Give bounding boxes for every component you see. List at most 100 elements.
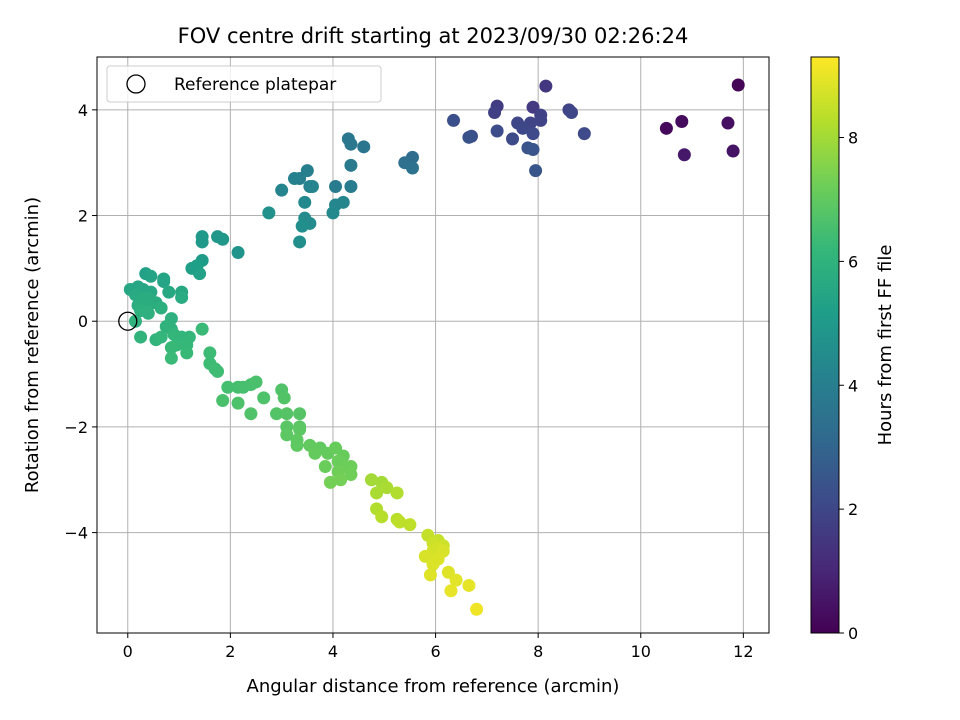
plot-frame [96, 56, 770, 634]
data-point [731, 78, 745, 92]
x-tick-label: 2 [225, 642, 235, 661]
data-point [423, 568, 437, 582]
data-point [344, 158, 358, 172]
y-tick-label: −2 [64, 418, 88, 437]
y-axis-label: Rotation from reference (arcmin) [22, 197, 43, 493]
data-point [167, 327, 181, 341]
y-tick-label: 2 [78, 207, 88, 226]
colorbar-tick-label: 2 [848, 500, 858, 519]
legend: Reference platepar [106, 65, 382, 103]
data-point [677, 148, 691, 162]
data-point [447, 113, 461, 127]
chart-title: FOV centre drift starting at 2023/09/30 … [178, 24, 689, 48]
data-point [164, 351, 178, 365]
data-point [211, 230, 225, 244]
x-axis-ticks: 0 2 4 6 8 10 12 [123, 633, 754, 661]
data-point [128, 314, 142, 328]
y-tick-label: 0 [78, 312, 88, 331]
data-point [134, 330, 148, 344]
data-point [318, 460, 332, 474]
data-point [529, 164, 543, 178]
data-point [195, 235, 209, 249]
data-point [516, 121, 530, 135]
data-point [449, 573, 463, 587]
data-point [526, 142, 540, 156]
colorbar-tick-label: 8 [848, 129, 858, 148]
data-point [659, 121, 673, 135]
legend-box [106, 65, 382, 103]
data-point [287, 172, 301, 186]
colorbar-ticks: 0 2 4 6 8 [839, 129, 858, 643]
data-point [195, 322, 209, 336]
colorbar-tick-label: 6 [848, 252, 858, 271]
data-point [426, 557, 440, 571]
x-axis-label: Angular distance from reference (arcmin) [247, 676, 620, 697]
legend-entry-label: Reference platepar [174, 75, 336, 95]
data-point [726, 144, 740, 158]
data-point [290, 438, 304, 452]
data-point [180, 346, 194, 360]
data-point [370, 486, 384, 500]
data-point [270, 407, 284, 421]
data-point [329, 179, 343, 193]
y-tick-label: −4 [64, 524, 88, 543]
colorbar-tick-label: 4 [848, 376, 858, 395]
data-point [444, 584, 458, 598]
data-point [208, 362, 222, 376]
colorbar: 0 2 4 6 8 Hours from first FF file [810, 56, 896, 643]
data-point [221, 380, 235, 394]
data-point [308, 446, 322, 460]
data-point [203, 346, 217, 360]
data-point [193, 267, 207, 281]
grid-lines [97, 57, 769, 633]
data-point [721, 116, 735, 130]
data-points [123, 78, 745, 616]
legend-marker [126, 74, 146, 94]
data-point [154, 330, 168, 344]
data-point [216, 393, 230, 407]
y-axis-ticks: −4 −2 0 2 4 [64, 101, 97, 543]
data-point [293, 407, 307, 421]
x-tick-label: 4 [328, 642, 338, 661]
data-point [539, 79, 553, 93]
data-point [490, 124, 504, 138]
data-point [403, 518, 417, 532]
data-point [334, 473, 348, 487]
data-point [249, 375, 263, 389]
y-tick-label: 4 [78, 101, 88, 120]
data-point [154, 301, 168, 315]
data-point [262, 206, 276, 220]
x-tick-label: 12 [733, 642, 753, 661]
data-point [162, 285, 176, 299]
data-point [305, 179, 319, 193]
data-point [577, 127, 591, 141]
data-point [565, 105, 579, 119]
x-tick-label: 6 [430, 642, 440, 661]
data-point [375, 510, 389, 524]
data-point [277, 391, 291, 405]
data-point [357, 140, 371, 154]
data-point [405, 161, 419, 175]
data-point [280, 407, 294, 421]
data-point [344, 179, 358, 193]
data-point [462, 130, 476, 144]
data-point [393, 515, 407, 529]
data-point [364, 473, 378, 487]
data-point [275, 183, 289, 197]
data-point [175, 290, 189, 304]
data-point [462, 578, 476, 592]
colorbar-label: Hours from first FF file [875, 245, 896, 446]
x-tick-label: 8 [533, 642, 543, 661]
x-tick-label: 0 [123, 642, 133, 661]
data-point [141, 306, 155, 320]
colorbar-tick-label: 0 [848, 624, 858, 643]
data-point [295, 219, 309, 233]
data-point [257, 391, 271, 405]
colorbar-gradient [810, 56, 840, 634]
data-point [526, 127, 540, 141]
data-point [326, 206, 340, 220]
data-point [380, 481, 394, 495]
data-point [298, 195, 312, 209]
data-point [323, 475, 337, 489]
